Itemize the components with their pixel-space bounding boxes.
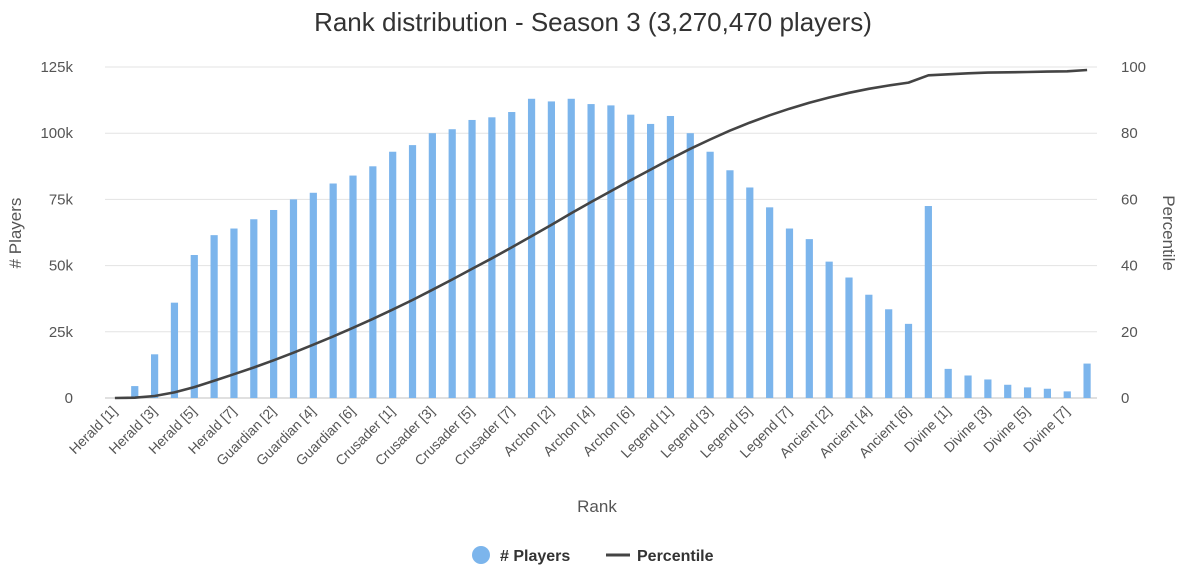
- bar[interactable]: [329, 183, 337, 398]
- bar[interactable]: [210, 235, 218, 398]
- y2-tick-label: 0: [1121, 390, 1129, 407]
- legend-players-label[interactable]: # Players: [500, 548, 570, 565]
- bar[interactable]: [270, 209, 278, 398]
- y2-axis-label: Percentile: [1159, 195, 1178, 271]
- bar[interactable]: [984, 379, 992, 398]
- y2-axis-ticks: 0 20 40 60 80 100: [1121, 59, 1146, 407]
- bar[interactable]: [190, 255, 198, 398]
- bar[interactable]: [904, 323, 913, 398]
- bar[interactable]: [151, 354, 159, 398]
- bar[interactable]: [944, 368, 952, 398]
- bar[interactable]: [468, 119, 476, 399]
- bar[interactable]: [865, 294, 873, 398]
- y2-tick-label: 20: [1121, 324, 1138, 341]
- bar[interactable]: [250, 219, 258, 398]
- y2-tick-label: 60: [1121, 191, 1138, 208]
- x-axis-ticks: Herald [1]Herald [3]Herald [5]Herald [7]…: [66, 403, 1073, 469]
- percentile-line[interactable]: [114, 68, 1088, 400]
- y-tick-label: 0: [65, 390, 73, 407]
- bar[interactable]: [349, 175, 357, 398]
- bar[interactable]: [289, 199, 298, 398]
- y-tick-label: 25k: [49, 324, 74, 341]
- bar[interactable]: [408, 145, 417, 398]
- bar[interactable]: [845, 277, 853, 398]
- bar[interactable]: [1023, 387, 1032, 398]
- y-tick-label: 50k: [49, 258, 74, 275]
- bar[interactable]: [448, 129, 456, 398]
- y-axis-label: # Players: [6, 198, 25, 269]
- bar[interactable]: [567, 98, 575, 398]
- bar[interactable]: [1004, 384, 1012, 398]
- y-tick-label: 100k: [40, 125, 73, 142]
- bar[interactable]: [131, 386, 139, 398]
- bar[interactable]: [607, 105, 615, 399]
- bar[interactable]: [230, 228, 238, 398]
- bar[interactable]: [389, 151, 397, 398]
- bar[interactable]: [766, 207, 774, 398]
- bar[interactable]: [369, 166, 377, 398]
- bar[interactable]: [785, 228, 794, 398]
- bar[interactable]: [647, 123, 655, 398]
- bar[interactable]: [1063, 391, 1071, 398]
- bar[interactable]: [726, 170, 734, 398]
- bar[interactable]: [527, 98, 536, 398]
- bar[interactable]: [508, 112, 516, 399]
- bar[interactable]: [428, 133, 436, 398]
- line-series: [114, 68, 1088, 400]
- legend: # Players Percentile: [472, 546, 714, 565]
- bar[interactable]: [885, 309, 893, 398]
- bar[interactable]: [1083, 363, 1091, 398]
- bar[interactable]: [627, 114, 635, 398]
- legend-percentile-label[interactable]: Percentile: [637, 548, 714, 565]
- x-axis-label: Rank: [577, 497, 617, 516]
- bar[interactable]: [686, 133, 694, 398]
- y2-tick-label: 80: [1121, 125, 1138, 142]
- bar[interactable]: [825, 261, 833, 398]
- bar[interactable]: [1043, 388, 1051, 398]
- chart-title: Rank distribution - Season 3 (3,270,470 …: [314, 7, 872, 37]
- bar[interactable]: [547, 101, 555, 398]
- bar[interactable]: [746, 187, 754, 398]
- bar[interactable]: [587, 104, 595, 399]
- y-tick-label: 75k: [49, 191, 74, 208]
- legend-players-marker[interactable]: [472, 546, 490, 564]
- bar[interactable]: [805, 239, 813, 398]
- y-tick-label: 125k: [40, 59, 73, 76]
- bar[interactable]: [924, 206, 932, 398]
- bar[interactable]: [666, 115, 675, 398]
- bar[interactable]: [964, 375, 972, 398]
- bar[interactable]: [309, 192, 317, 398]
- y2-tick-label: 100: [1121, 59, 1146, 76]
- bar[interactable]: [706, 151, 714, 398]
- bar[interactable]: [170, 302, 179, 398]
- y2-tick-label: 40: [1121, 258, 1138, 275]
- bar-series: [131, 98, 1091, 399]
- y-axis-ticks: 0 25k 50k 75k 100k 125k: [40, 59, 73, 407]
